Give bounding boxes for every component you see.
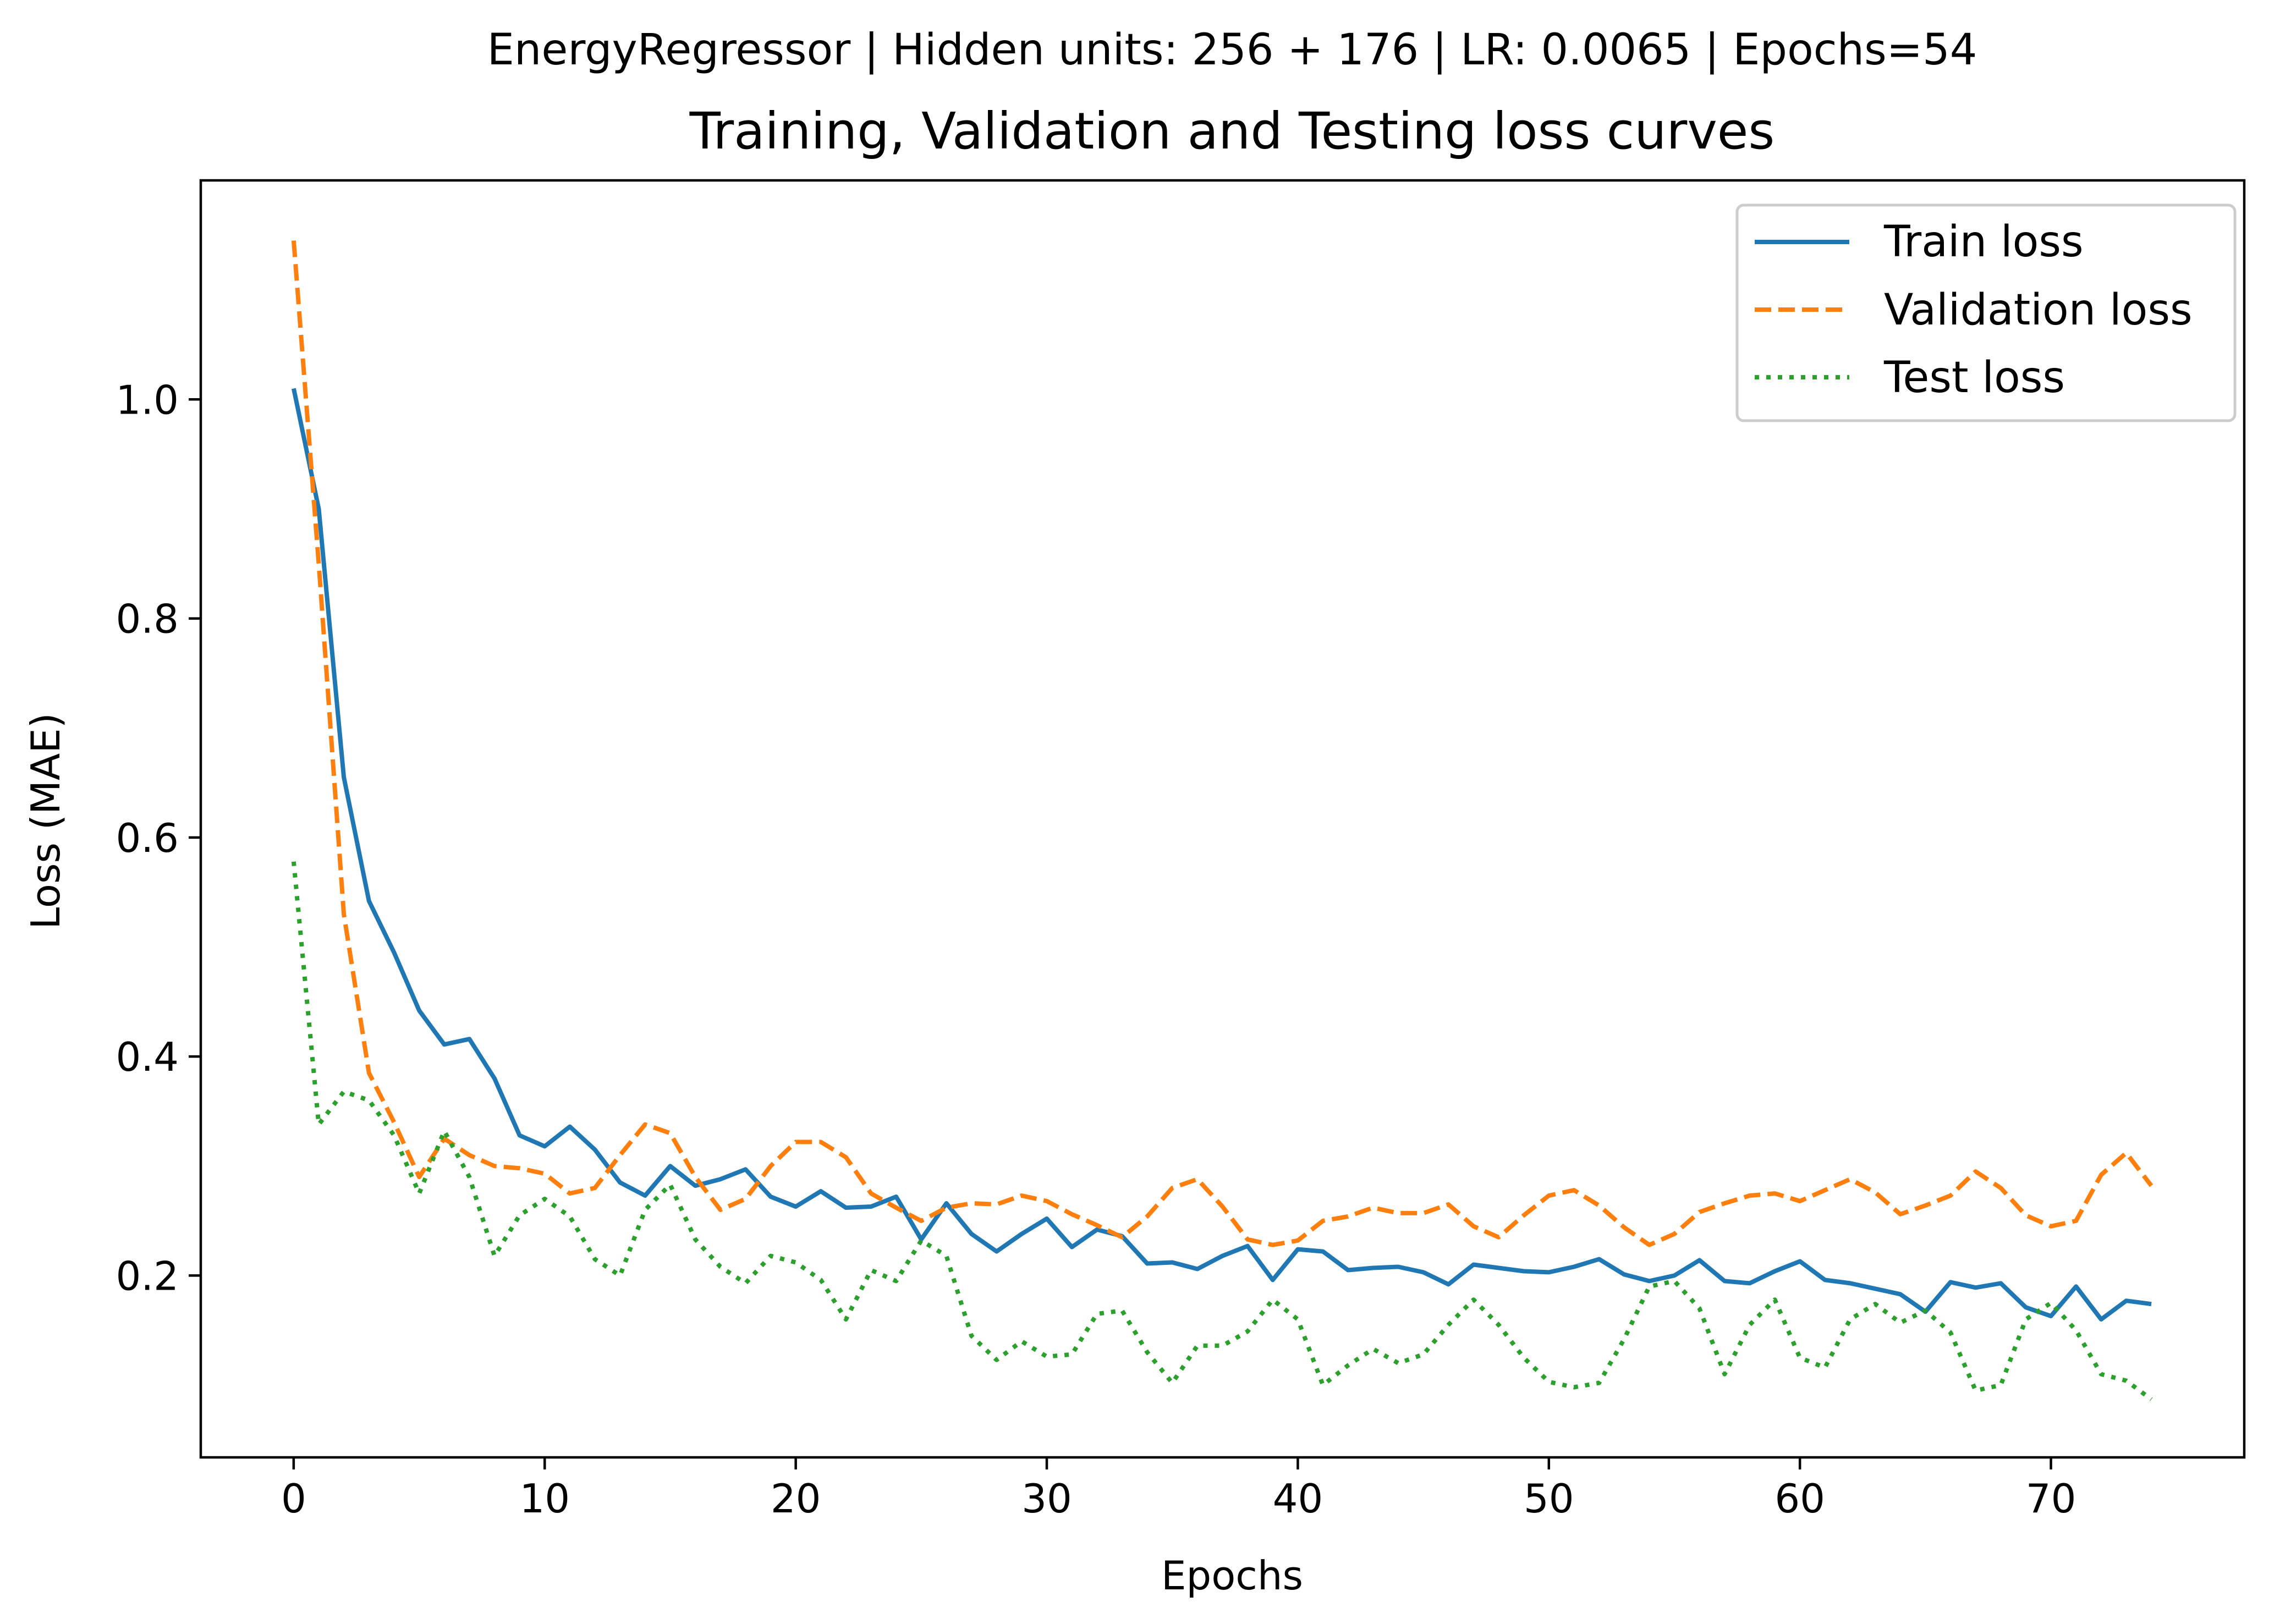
legend-label-test-loss: Test loss bbox=[1883, 353, 2065, 403]
y-tick-label: 0.8 bbox=[116, 596, 179, 642]
legend-label-validation-loss: Validation loss bbox=[1884, 285, 2193, 335]
y-axis-label: Loss (MAE) bbox=[23, 713, 69, 929]
legend: Train loss Validation loss Test loss bbox=[1735, 203, 2237, 422]
x-tick-label: 50 bbox=[1524, 1476, 1574, 1522]
plot-area bbox=[291, 240, 2153, 1401]
series-line-train-loss bbox=[291, 388, 2152, 1322]
legend-frame bbox=[1735, 203, 2237, 422]
y-tick-label: 1.0 bbox=[116, 377, 179, 423]
x-tick-label: 40 bbox=[1273, 1476, 1323, 1522]
x-tick-label: 60 bbox=[1774, 1476, 1825, 1522]
chart-title: Training, Validation and Testing loss cu… bbox=[689, 102, 1775, 161]
legend-label-train-loss: Train loss bbox=[1883, 217, 2084, 267]
series-line-test-loss bbox=[291, 861, 2153, 1401]
x-tick-label: 70 bbox=[2026, 1476, 2076, 1522]
chart-suptitle: EnergyRegressor | Hidden units: 256 + 17… bbox=[487, 25, 1977, 75]
x-tick-label: 30 bbox=[1021, 1476, 1072, 1522]
y-tick-label: 0.6 bbox=[116, 815, 179, 861]
series-lines bbox=[291, 240, 2153, 1401]
x-axis-label: Epochs bbox=[1161, 1553, 1303, 1599]
plot-frame bbox=[199, 179, 2246, 1459]
x-tick-label: 0 bbox=[281, 1476, 306, 1522]
series-line-validation-loss bbox=[291, 240, 2153, 1247]
x-tick-label: 10 bbox=[519, 1476, 570, 1522]
x-tick-label: 20 bbox=[771, 1476, 821, 1522]
y-tick-label: 0.2 bbox=[116, 1253, 179, 1299]
axes: 0 10 20 30 40 50 60 70 0.2 0.4 0.6 0.8 1.0 bbox=[116, 179, 2246, 1522]
y-tick-label: 0.4 bbox=[116, 1034, 179, 1080]
